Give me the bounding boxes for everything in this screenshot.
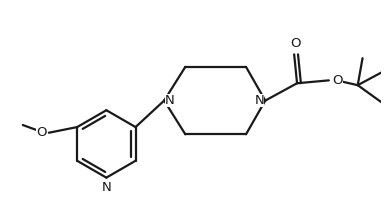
Text: N: N bbox=[255, 94, 264, 107]
Text: O: O bbox=[36, 126, 47, 139]
Text: N: N bbox=[165, 94, 175, 107]
Text: N: N bbox=[102, 182, 111, 194]
Text: O: O bbox=[290, 37, 300, 50]
Text: O: O bbox=[333, 74, 343, 87]
